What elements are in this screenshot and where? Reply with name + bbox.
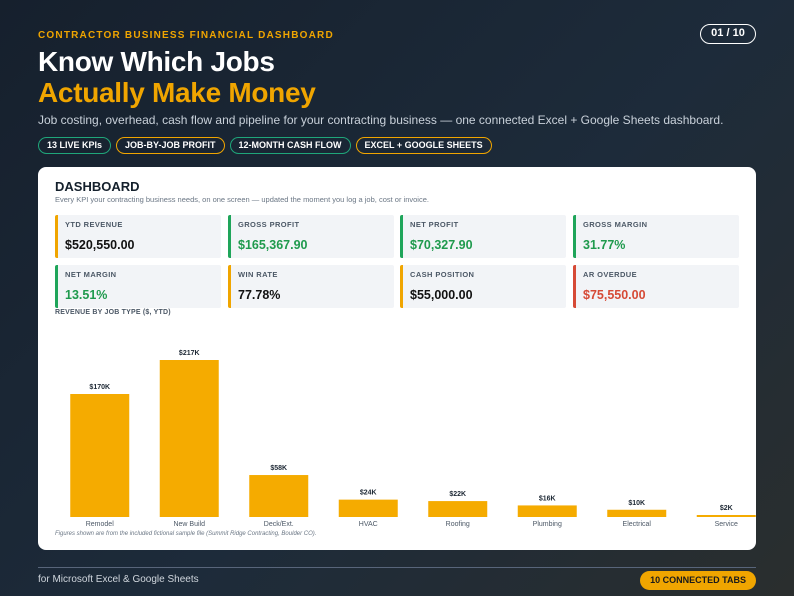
bar-value-label: $2K — [720, 505, 733, 512]
bar-service — [696, 515, 756, 517]
dashboard-title: DASHBOARD — [55, 179, 140, 194]
bar-value-label: $16K — [539, 495, 556, 502]
tag-job-profit: JOB-BY-JOB PROFIT — [116, 137, 225, 154]
feature-tags: 13 LIVE KPIs JOB-BY-JOB PROFIT 12-MONTH … — [38, 137, 492, 154]
bar-value-label: $170K — [89, 384, 110, 391]
bar-new-build — [159, 360, 219, 517]
footer-platform-text: for Microsoft Excel & Google Sheets — [38, 574, 199, 585]
kpi-label: NET MARGIN — [65, 270, 117, 279]
kpi-value: 77.78% — [238, 288, 281, 302]
kpi-cash-position: CASH POSITION $55,000.00 — [400, 265, 566, 308]
bar-electrical — [607, 509, 667, 517]
bar-value-label: $24K — [360, 490, 377, 497]
kpi-label: GROSS MARGIN — [583, 220, 648, 229]
bar-hvac — [338, 499, 398, 517]
tag-live-kpis: 13 LIVE KPIs — [38, 137, 112, 154]
kpi-value: $520,550.00 — [65, 238, 135, 252]
bar-value-label: $58K — [270, 465, 287, 472]
kpi-gross-margin: GROSS MARGIN 31.77% — [573, 215, 739, 258]
kpi-label: CASH POSITION — [410, 270, 475, 279]
kpi-value: $70,327.90 — [410, 238, 473, 252]
kpi-value: $55,000.00 — [410, 288, 473, 302]
kpi-label: GROSS PROFIT — [238, 220, 300, 229]
kpi-label: AR OVERDUE — [583, 270, 638, 279]
x-tick-label: New Build — [173, 521, 205, 528]
headline-line-2: Actually Make Money — [38, 77, 316, 108]
kpi-label: NET PROFIT — [410, 220, 459, 229]
eyebrow-title: CONTRACTOR BUSINESS FINANCIAL DASHBOARD — [38, 30, 334, 41]
footer-divider — [38, 567, 756, 568]
page-indicator: 01 / 10 — [700, 24, 756, 44]
chart-title: REVENUE BY JOB TYPE ($, YTD) — [55, 309, 171, 316]
x-tick-label: Remodel — [86, 521, 114, 528]
footnote: Figures shown are from the included fict… — [55, 531, 317, 537]
kpi-value: $75,550.00 — [583, 288, 646, 302]
kpi-label: YTD REVENUE — [65, 220, 123, 229]
bar-value-label: $10K — [628, 500, 645, 507]
bar-value-label: $217K — [179, 350, 200, 357]
kpi-win-rate: WIN RATE 77.78% — [228, 265, 394, 308]
headline-line-1: Know Which Jobs — [38, 46, 275, 77]
kpi-value: 31.77% — [583, 238, 626, 252]
kpi-ytd-revenue: YTD REVENUE $520,550.00 — [55, 215, 221, 258]
tag-cash-flow: 12-MONTH CASH FLOW — [229, 137, 351, 154]
dashboard-card: DASHBOARD Every KPI your contracting bus… — [38, 167, 756, 550]
x-tick-label: Electrical — [623, 521, 652, 528]
x-tick-label: Deck/Ext. — [264, 521, 294, 528]
x-tick-label: HVAC — [359, 521, 378, 528]
revenue-bar-chart: $170K Remodel $217K New Build $58K Deck/Ext. $… — [70, 350, 756, 528]
subtitle: Job costing, overhead, cash flow and pip… — [38, 113, 724, 127]
kpi-value: 13.51% — [65, 288, 108, 302]
bar-roofing — [428, 501, 488, 517]
dashboard-description: Every KPI your contracting business need… — [55, 195, 429, 204]
kpi-ar-overdue: AR OVERDUE $75,550.00 — [573, 265, 739, 308]
tag-excel-sheets: EXCEL + GOOGLE SHEETS — [355, 137, 492, 154]
bar-deck-ext- — [249, 475, 309, 517]
x-tick-label: Service — [715, 521, 738, 528]
connected-tabs-badge: 10 CONNECTED TABS — [640, 571, 756, 590]
x-tick-label: Roofing — [446, 521, 470, 528]
kpi-value: $165,367.90 — [238, 238, 308, 252]
kpi-net-margin: NET MARGIN 13.51% — [55, 265, 221, 308]
kpi-gross-profit: GROSS PROFIT $165,367.90 — [228, 215, 394, 258]
bar-remodel — [70, 394, 130, 517]
x-tick-label: Plumbing — [533, 521, 562, 528]
bar-plumbing — [517, 505, 577, 517]
kpi-net-profit: NET PROFIT $70,327.90 — [400, 215, 566, 258]
kpi-label: WIN RATE — [238, 270, 278, 279]
bar-value-label: $22K — [449, 491, 466, 498]
